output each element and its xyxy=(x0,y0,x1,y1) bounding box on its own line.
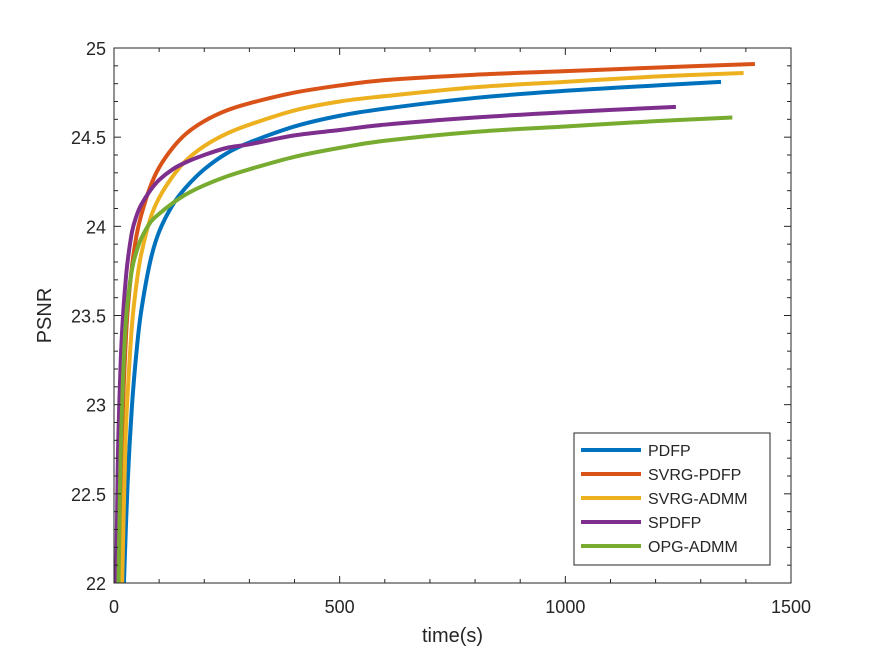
y-tick-label: 25 xyxy=(86,39,106,59)
y-tick-label: 24.5 xyxy=(71,128,106,148)
x-tick-label: 500 xyxy=(325,597,355,617)
legend-label-opg-admm: OPG-ADMM xyxy=(648,539,738,556)
y-tick-label: 22.5 xyxy=(71,485,106,505)
series-layer xyxy=(114,62,755,583)
y-tick-label: 23 xyxy=(86,396,106,416)
series-line-opg-admm xyxy=(116,115,733,583)
y-tick-label: 24 xyxy=(86,217,106,237)
legend-label-svrg-pdfp: SVRG-PDFP xyxy=(648,467,741,484)
x-tick-label: 1500 xyxy=(771,597,811,617)
ticks-layer: 0 500 1000 1500 22 22.5 23 23.5 24 24.5 25 xyxy=(71,39,811,617)
legend-label-pdfp: PDFP xyxy=(648,443,691,460)
y-tick-label: 22 xyxy=(86,574,106,594)
y-tick-label: 23.5 xyxy=(71,307,106,327)
series-line-spdfp xyxy=(114,104,677,583)
plot-frame xyxy=(113,47,792,584)
series-line-svrg-admm xyxy=(120,70,744,583)
x-axis-label: time(s) xyxy=(422,625,483,647)
legend: PDFP SVRG-PDFP SVRG-ADMM SPDFP OPG-ADMM xyxy=(573,432,771,566)
x-tick-label: 0 xyxy=(109,597,119,617)
legend-label-svrg-admm: SVRG-ADMM xyxy=(648,491,748,508)
series-line-pdfp xyxy=(121,79,722,583)
y-axis-label: PSNR xyxy=(34,288,56,344)
legend-label-spdfp: SPDFP xyxy=(648,515,701,532)
x-tick-label: 1000 xyxy=(545,597,585,617)
